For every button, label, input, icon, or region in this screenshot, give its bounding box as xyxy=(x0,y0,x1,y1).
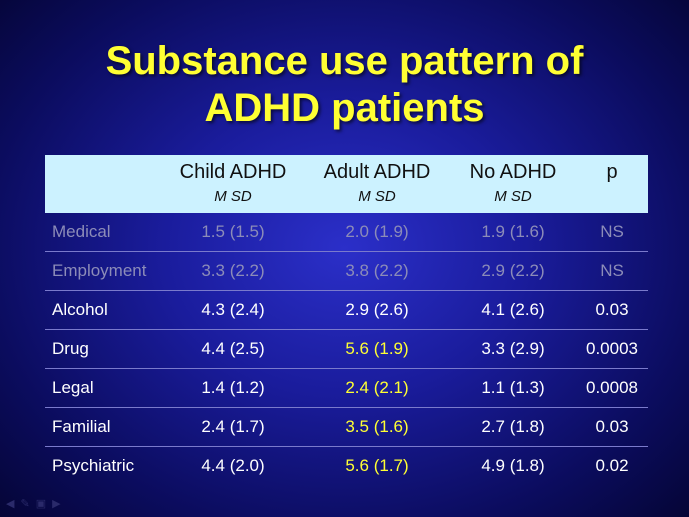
cell-p-value: 0.0008 xyxy=(586,378,638,397)
cell-child-adhd: 4.3 (2.4) xyxy=(201,300,265,319)
cell-adult-adhd-highlighted: 3.5 (1.6) xyxy=(345,417,409,436)
prev-slide-icon[interactable]: ◀ xyxy=(6,498,21,510)
header-adult-adhd: Adult ADHD M SD xyxy=(309,160,445,206)
cell-child-adhd: 1.5 (1.5) xyxy=(201,222,265,241)
row-label: Psychiatric xyxy=(52,456,135,475)
cell-p-value: 0.02 xyxy=(595,456,629,475)
cell-p-value: 0.03 xyxy=(595,300,629,319)
slideshow-nav: ◀✎▣▶ xyxy=(6,497,67,510)
cell-adult-adhd-highlighted: 5.6 (1.9) xyxy=(345,339,409,358)
table-row: Legal 1.4 (1.2) 2.4 (2.1) 1.1 (1.3) 0.00… xyxy=(45,369,648,408)
row-label: Familial xyxy=(52,417,111,436)
row-label: Legal xyxy=(52,378,94,397)
cell-adult-adhd-highlighted: 2.4 (2.1) xyxy=(345,378,409,397)
row-label: Medical xyxy=(52,222,111,241)
table-row: Medical 1.5 (1.5) 2.0 (1.9) 1.9 (1.6) NS xyxy=(45,213,648,252)
cell-child-adhd: 2.4 (1.7) xyxy=(201,417,265,436)
cell-no-adhd: 3.3 (2.9) xyxy=(481,339,545,358)
table-row: Familial 2.4 (1.7) 3.5 (1.6) 2.7 (1.8) 0… xyxy=(45,408,648,447)
table-row: Psychiatric 4.4 (2.0) 5.6 (1.7) 4.9 (1.8… xyxy=(45,447,648,485)
cell-no-adhd: 4.1 (2.6) xyxy=(481,300,545,319)
table-row: Alcohol 4.3 (2.4) 2.9 (2.6) 4.1 (2.6) 0.… xyxy=(45,291,648,330)
table-header: Child ADHD M SD Adult ADHD M SD No ADHD … xyxy=(45,155,648,213)
slide-title: Substance use pattern of ADHD patients xyxy=(0,38,689,132)
cell-child-adhd: 1.4 (1.2) xyxy=(201,378,265,397)
header-child-adhd-sub: M SD xyxy=(214,188,252,205)
header-no-adhd: No ADHD M SD xyxy=(445,160,581,206)
next-slide-icon[interactable]: ▶ xyxy=(52,498,67,510)
cell-no-adhd: 2.7 (1.8) xyxy=(481,417,545,436)
cell-p-value: NS xyxy=(600,222,624,241)
cell-adult-adhd-highlighted: 5.6 (1.7) xyxy=(345,456,409,475)
header-adult-adhd-sub: M SD xyxy=(358,188,396,205)
cell-adult-adhd: 3.8 (2.2) xyxy=(345,261,409,280)
table-row: Drug 4.4 (2.5) 5.6 (1.9) 3.3 (2.9) 0.000… xyxy=(45,330,648,369)
cell-adult-adhd: 2.9 (2.6) xyxy=(345,300,409,319)
title-line-2: ADHD patients xyxy=(204,86,485,130)
row-label: Employment xyxy=(52,261,147,280)
cell-child-adhd: 4.4 (2.0) xyxy=(201,456,265,475)
header-p-value: p xyxy=(606,161,618,183)
cell-p-value: 0.0003 xyxy=(586,339,638,358)
cell-child-adhd: 3.3 (2.2) xyxy=(201,261,265,280)
pen-icon[interactable]: ✎ xyxy=(20,498,36,510)
cell-p-value: 0.03 xyxy=(595,417,629,436)
row-label: Alcohol xyxy=(52,300,108,319)
title-line-1: Substance use pattern of xyxy=(105,39,584,83)
cell-adult-adhd: 2.0 (1.9) xyxy=(345,222,409,241)
table-row: Employment 3.3 (2.2) 3.8 (2.2) 2.9 (2.2)… xyxy=(45,252,648,291)
row-label: Drug xyxy=(52,339,89,358)
cell-p-value: NS xyxy=(600,261,624,280)
cell-no-adhd: 2.9 (2.2) xyxy=(481,261,545,280)
cell-no-adhd: 4.9 (1.8) xyxy=(481,456,545,475)
cell-child-adhd: 4.4 (2.5) xyxy=(201,339,265,358)
header-child-adhd: Child ADHD M SD xyxy=(165,160,301,206)
header-no-adhd-sub: M SD xyxy=(494,188,532,205)
cell-no-adhd: 1.1 (1.3) xyxy=(481,378,545,397)
cell-no-adhd: 1.9 (1.6) xyxy=(481,222,545,241)
menu-icon[interactable]: ▣ xyxy=(35,498,53,510)
results-table: Child ADHD M SD Adult ADHD M SD No ADHD … xyxy=(45,155,648,485)
